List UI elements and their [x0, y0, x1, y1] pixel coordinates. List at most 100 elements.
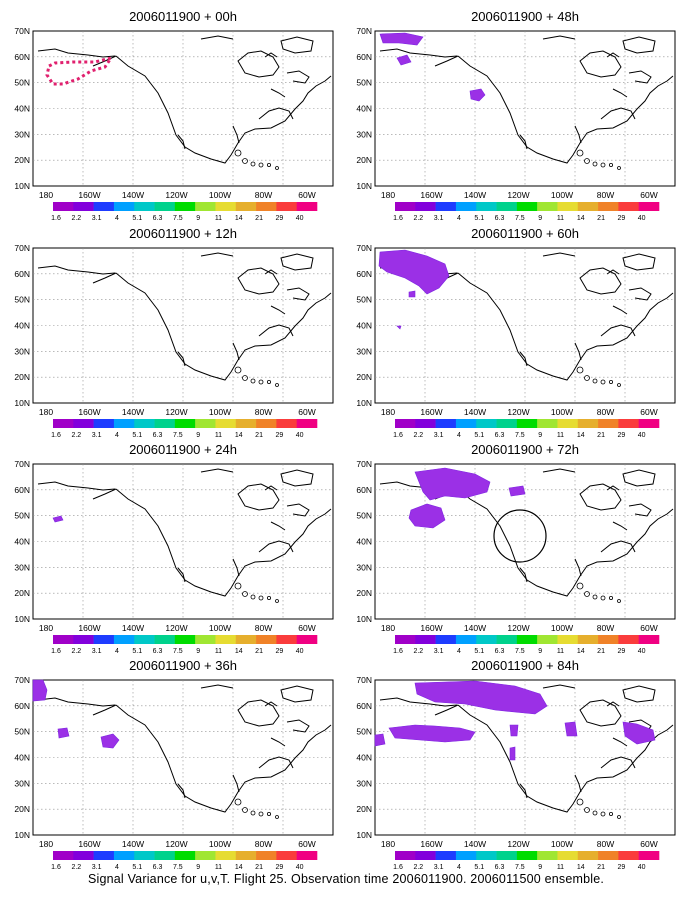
colorbar-swatch: [455, 419, 477, 428]
coastline: [232, 774, 240, 793]
colorbar-label: 21: [597, 432, 605, 439]
island: [617, 166, 621, 170]
colorbar-swatch: [496, 851, 518, 860]
lon-tick-label: 140W: [122, 190, 144, 200]
colorbar-label: 5.1: [132, 215, 142, 222]
lat-tick-label: 30N: [14, 778, 30, 788]
coastline: [237, 267, 280, 295]
colorbar-label: 29: [275, 648, 283, 655]
signal-variance-region: [414, 467, 491, 501]
coastline: [600, 107, 636, 120]
colorbar-label: 29: [275, 432, 283, 439]
lon-tick-label: 100W: [209, 407, 231, 417]
island: [600, 811, 606, 817]
map-panel: 2006011900 + 60h 70N 60N 50N 40N 30N 20N 10N 180…: [356, 226, 676, 439]
coastline: [579, 699, 622, 727]
colorbar-swatch: [638, 635, 660, 644]
lon-tick-label: 60W: [298, 839, 315, 849]
colorbar-swatch: [516, 851, 538, 860]
colorbar-swatch: [276, 202, 297, 211]
island: [242, 158, 248, 164]
colorbar-swatch: [195, 202, 216, 211]
colorbar-label: 2.2: [71, 648, 81, 655]
island: [576, 366, 584, 374]
coastline: [200, 252, 234, 257]
lat-tick-label: 10N: [356, 830, 372, 840]
coastline: [519, 351, 528, 367]
colorbar-swatch: [516, 635, 538, 644]
colorbar-swatch: [395, 202, 416, 211]
colorbar-label: 11: [215, 648, 222, 655]
colorbar-swatch: [415, 202, 436, 211]
colorbar-swatch: [476, 202, 497, 211]
coastline: [612, 521, 628, 531]
signal-variance-region: [408, 503, 446, 529]
colorbar-label: 4: [115, 215, 119, 222]
coastline: [237, 483, 280, 511]
colorbar-swatch: [53, 419, 74, 428]
panel-title: 2006011900 + 60h: [471, 226, 579, 241]
colorbar-label: 9: [538, 864, 542, 871]
colorbar-swatch: [435, 635, 457, 644]
island: [275, 815, 279, 819]
lon-tick-label: 80W: [255, 407, 272, 417]
colorbar-label: 1.6: [51, 864, 61, 871]
coastline: [280, 36, 314, 54]
colorbar-swatch: [93, 851, 115, 860]
lon-tick-label: 80W: [597, 839, 614, 849]
coastline: [379, 48, 458, 58]
island: [576, 149, 584, 157]
colorbar-swatch: [577, 635, 599, 644]
panel-title: 2006011900 + 72h: [471, 442, 579, 457]
coastline: [177, 134, 186, 150]
colorbar-label: 29: [617, 215, 625, 222]
colorbar-swatch: [537, 419, 558, 428]
colorbar-swatch: [276, 851, 297, 860]
lat-tick-label: 20N: [356, 155, 372, 165]
island: [608, 595, 613, 600]
colorbar-swatch: [53, 202, 74, 211]
colorbar-label: 29: [275, 215, 283, 222]
lon-tick-label: 160W: [78, 839, 100, 849]
colorbar-label: 7.5: [515, 648, 525, 655]
lat-tick-label: 60N: [356, 701, 372, 711]
panel-title: 2006011900 + 00h: [129, 9, 237, 24]
coastline: [270, 88, 286, 98]
lat-tick-label: 40N: [14, 537, 30, 547]
signal-variance-region: [564, 721, 578, 737]
colorbar-swatch: [598, 202, 619, 211]
colorbar-swatch: [53, 635, 74, 644]
colorbar-label: 2.2: [71, 215, 81, 222]
colorbar-swatch: [296, 851, 318, 860]
colorbar-swatch: [395, 635, 416, 644]
colorbar-swatch: [154, 419, 176, 428]
colorbar-swatch: [516, 419, 538, 428]
coastline: [622, 36, 656, 54]
colorbar-label: 5.1: [132, 432, 142, 439]
lat-tick-label: 40N: [356, 537, 372, 547]
lon-tick-label: 160W: [420, 623, 442, 633]
colorbar-swatch: [73, 419, 94, 428]
colorbar-swatch: [537, 202, 558, 211]
coastline: [286, 503, 310, 517]
colorbar-swatch: [557, 202, 579, 211]
coastline-group: [378, 249, 674, 387]
colorbar-label: 9: [196, 864, 200, 871]
lat-tick-label: 20N: [14, 588, 30, 598]
lon-tick-label: 80W: [597, 407, 614, 417]
colorbar-swatch: [618, 851, 639, 860]
coastline: [519, 134, 528, 150]
colorbar-swatch: [476, 851, 497, 860]
colorbar-label: 11: [215, 215, 222, 222]
figure-caption: Signal Variance for u,v,T. Flight 25. Ob…: [87, 872, 605, 886]
lon-tick-label: 120W: [507, 190, 529, 200]
colorbar-label: 4: [457, 864, 461, 871]
lat-tick-label: 20N: [14, 804, 30, 814]
coastline: [258, 107, 294, 120]
lon-tick-label: 120W: [165, 407, 187, 417]
colorbar-swatch: [577, 851, 599, 860]
lon-tick-label: 80W: [255, 623, 272, 633]
colorbar-label: 21: [597, 648, 605, 655]
colorbar-swatch: [476, 419, 497, 428]
coastline-group: [32, 679, 332, 819]
